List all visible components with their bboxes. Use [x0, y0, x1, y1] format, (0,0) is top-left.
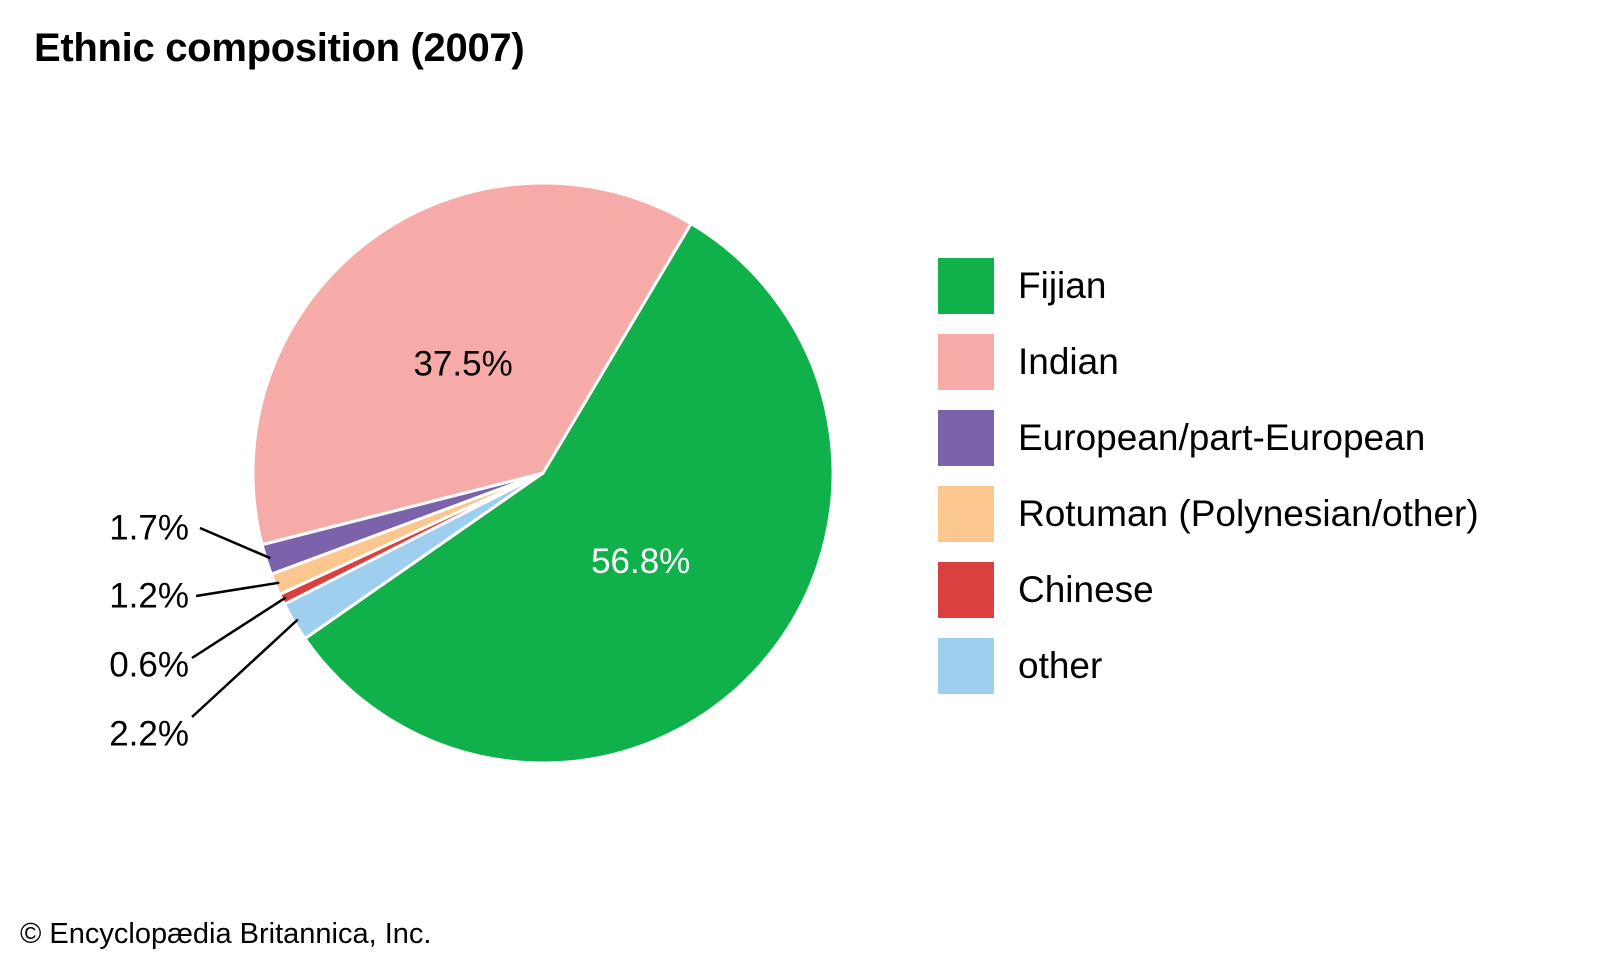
slice-label-fijian: 56.8%: [591, 542, 690, 581]
legend-item-indian: Indian: [938, 334, 1479, 390]
callout-label-rotuman-polynesian-other: 1.2%: [109, 576, 189, 615]
legend-label-indian: Indian: [1018, 341, 1119, 382]
callout-label-chinese: 0.6%: [109, 645, 189, 684]
legend-item-fijian: Fijian: [938, 258, 1479, 314]
legend-label-other: other: [1018, 645, 1103, 686]
pie-slice-indian: [251, 181, 693, 547]
pie-labels: 56.8% 2.2% 0.6% 1.2% 1.7% 37.5%: [109, 344, 690, 753]
copyright-credit: © Encyclopædia Britannica, Inc.: [20, 918, 432, 950]
legend-swatch-european: [938, 410, 994, 466]
legend-item-chinese: Chinese: [938, 562, 1479, 618]
legend-item-other: other: [938, 638, 1479, 694]
legend-swatch-indian: [938, 334, 994, 390]
callout-line-rotuman-polynesian-other: [195, 581, 280, 598]
pie-slice-fijian: [303, 222, 835, 765]
slice-label-indian: 37.5%: [413, 344, 512, 383]
chart-title: Ethnic composition (2007): [34, 26, 525, 70]
legend-swatch-chinese: [938, 562, 994, 618]
legend-swatch-other: [938, 638, 994, 694]
legend-item-rotuman: Rotuman (Polynesian/other): [938, 486, 1479, 542]
callout-label-european-part-european: 1.7%: [109, 508, 189, 547]
callout-line-chinese: [191, 596, 287, 660]
legend-swatch-fijian: [938, 258, 994, 314]
callout-line-other: [191, 618, 299, 718]
legend-item-european: European/part-European: [938, 410, 1479, 466]
legend-label-european: European/part-European: [1018, 417, 1426, 458]
legend-label-rotuman: Rotuman (Polynesian/other): [1018, 493, 1479, 534]
legend-label-chinese: Chinese: [1018, 569, 1154, 610]
callout-line-european-part-european: [199, 526, 271, 560]
legend-label-fijian: Fijian: [1018, 265, 1107, 306]
callout-label-other: 2.2%: [109, 714, 189, 753]
legend-swatch-rotuman: [938, 486, 994, 542]
legend: Fijian Indian European/part-European Rot…: [938, 258, 1479, 714]
pie-slices: [251, 181, 835, 765]
